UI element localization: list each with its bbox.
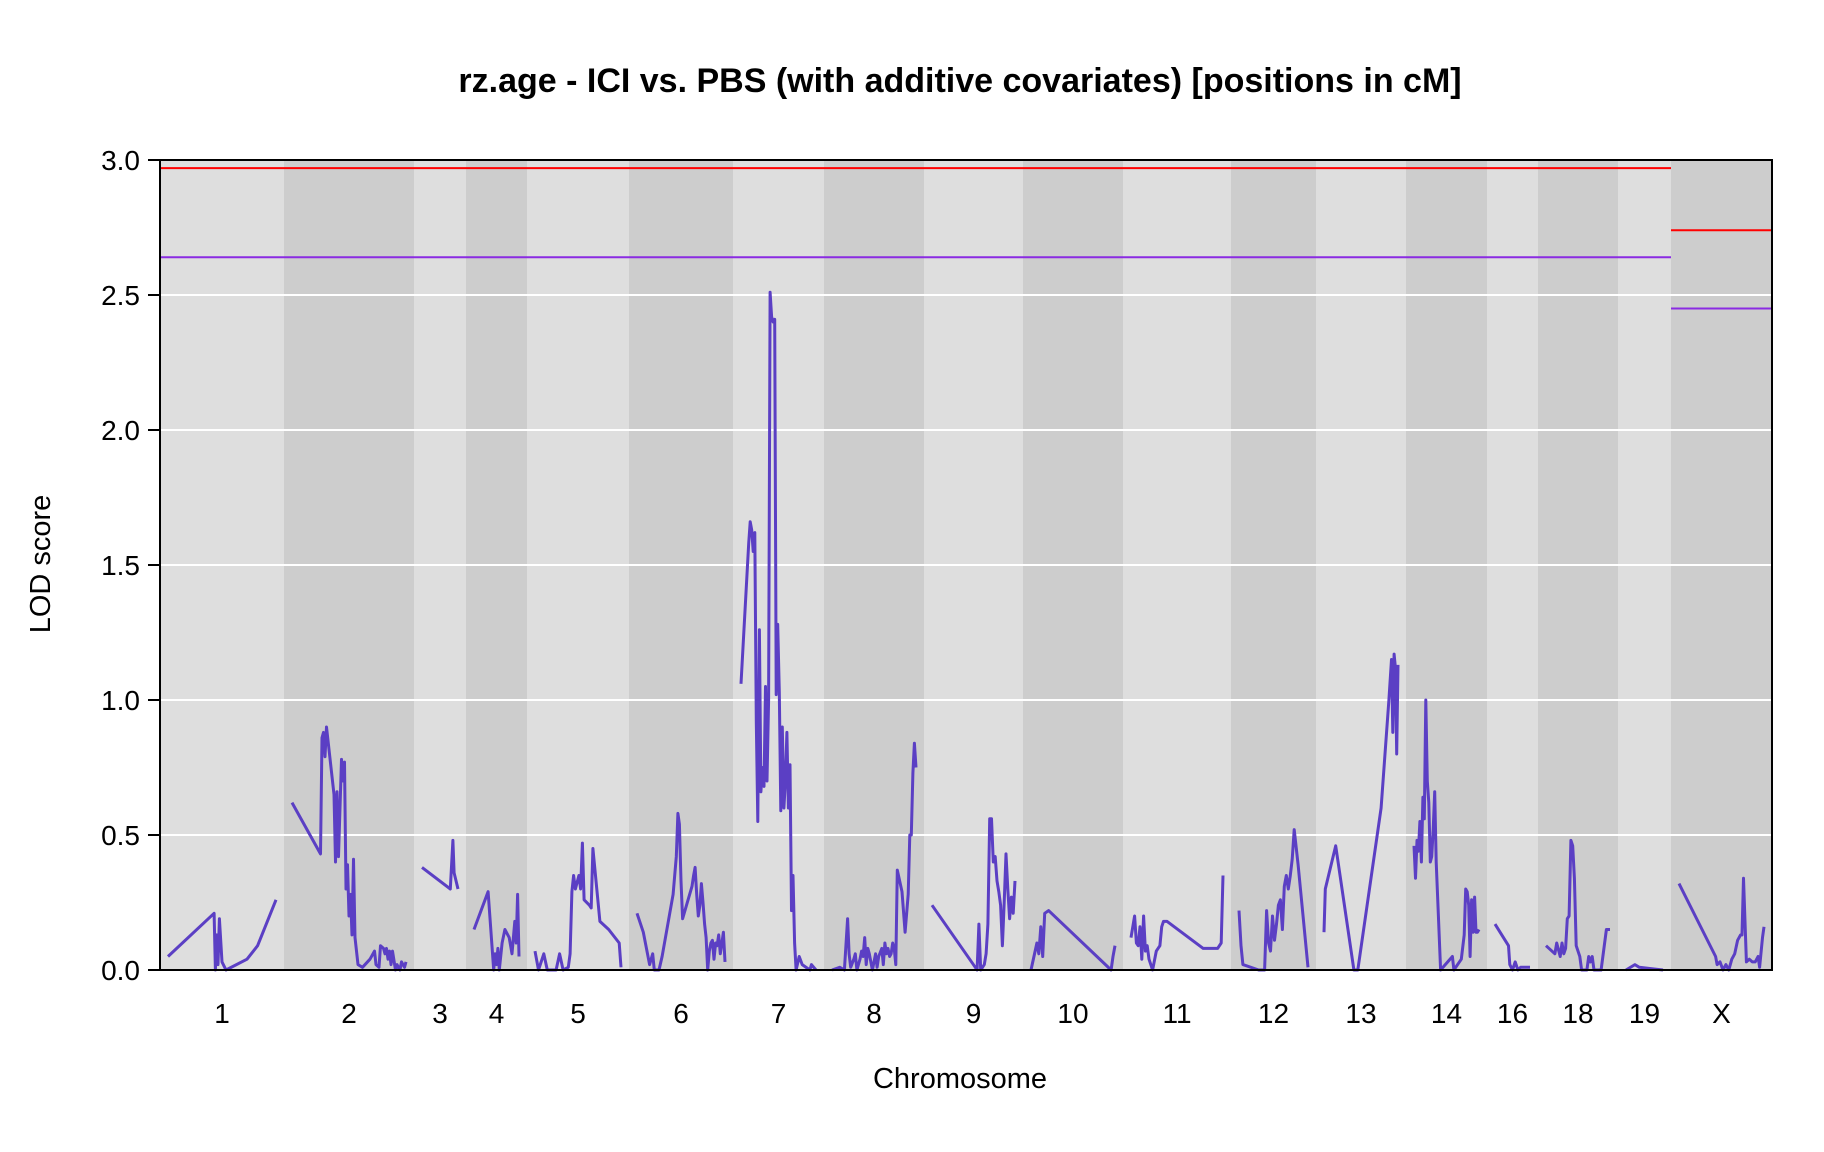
lod-line-chr-X [1677,876,1766,972]
lod-line-chr-14 [1412,698,1481,972]
x-tick-label: 14 [1431,998,1462,1029]
x-tick-label: 2 [341,998,357,1029]
y-tick-label: 0.0 [101,955,140,986]
y-tick-label: 1.5 [101,550,140,581]
threshold-lines [160,167,1772,310]
x-tick-label: 16 [1497,998,1528,1029]
y-tick-label: 3.0 [101,145,140,176]
x-tick-label: 18 [1562,998,1593,1029]
lod-line-chr-7 [739,290,818,972]
lod-line-chr-4 [472,890,521,972]
y-tick-label: 0.5 [101,820,140,851]
y-tick-label: 2.0 [101,415,140,446]
x-tick-label: 5 [570,998,586,1029]
lod-line-chr-19 [1625,963,1664,972]
x-tick-label: 9 [966,998,982,1029]
x-axis-label: Chromosome [873,1063,1047,1095]
lod-line-chr-2 [290,725,408,972]
y-tick-label: 2.5 [101,280,140,311]
x-tick-label: 11 [1162,998,1191,1029]
x-axis: 1 2 3 4 5 6 7 8 9 10 11 12 13 14 16 18 19 X [214,998,1731,1029]
x-tick-label: 12 [1258,998,1289,1029]
chart-title: rz.age - ICI vs. PBS (with additive cova… [458,62,1461,100]
lod-line-chr-9 [930,817,1017,972]
lod-line-chr-8 [831,741,918,972]
lod-line-chr-16 [1493,923,1530,972]
x-tick-label: 4 [489,998,505,1029]
y-tick-label: 1.0 [101,685,140,716]
lod-line-chr-3 [421,838,460,891]
x-tick-label: 3 [432,998,448,1029]
y-axis: 0.0 0.5 1.0 1.5 2.0 2.5 3.0 [101,145,160,986]
lod-line-chr-18 [1544,838,1610,972]
lod-line-chr-6 [635,811,727,972]
x-tick-label: 7 [771,998,787,1029]
lod-line-chr-10 [1029,909,1117,972]
x-tick-label: 8 [866,998,882,1029]
x-tick-label: 13 [1345,998,1376,1029]
y-axis-label: LOD score [25,495,57,634]
x-tick-label: 10 [1057,998,1088,1029]
x-tick-label: X [1712,998,1731,1029]
lod-line-chr-11 [1129,875,1225,972]
x-tick-label: 1 [214,998,230,1029]
x-tick-label: 19 [1629,998,1660,1029]
lod-line-chr-1 [166,899,278,972]
lod-line-chr-13 [1322,652,1400,972]
lod-series [166,290,1766,972]
x-tick-label: 6 [673,998,689,1029]
